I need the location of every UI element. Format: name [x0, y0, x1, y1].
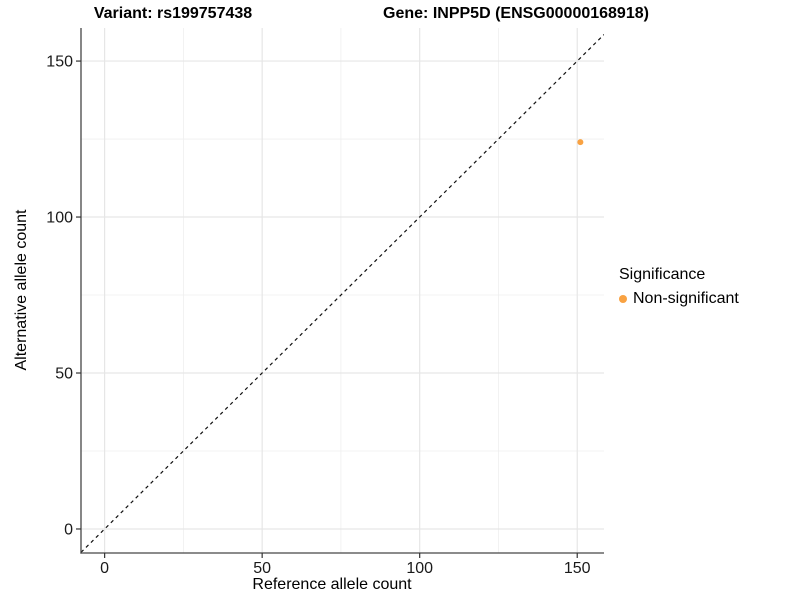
y-axis-title: Alternative allele count: [13, 209, 30, 371]
nonsignificant-point-icon: [619, 295, 627, 303]
svg-text:150: 150: [46, 54, 73, 71]
gene-title: Gene: INPP5D (ENSG00000168918): [383, 5, 649, 22]
svg-text:100: 100: [406, 560, 433, 577]
legend-item: Non-significant: [619, 290, 739, 308]
legend: Significance Non-significant: [619, 266, 739, 308]
svg-text:0: 0: [64, 521, 73, 538]
svg-text:100: 100: [46, 210, 73, 227]
variant-title: Variant: rs199757438: [93, 5, 253, 22]
x-axis-title: Reference allele count: [252, 576, 412, 593]
svg-text:50: 50: [253, 560, 271, 577]
svg-text:150: 150: [564, 560, 591, 577]
legend-item-label: Non-significant: [633, 290, 739, 307]
legend-title: Significance: [619, 266, 706, 283]
svg-text:0: 0: [100, 560, 109, 577]
svg-text:50: 50: [55, 366, 73, 383]
